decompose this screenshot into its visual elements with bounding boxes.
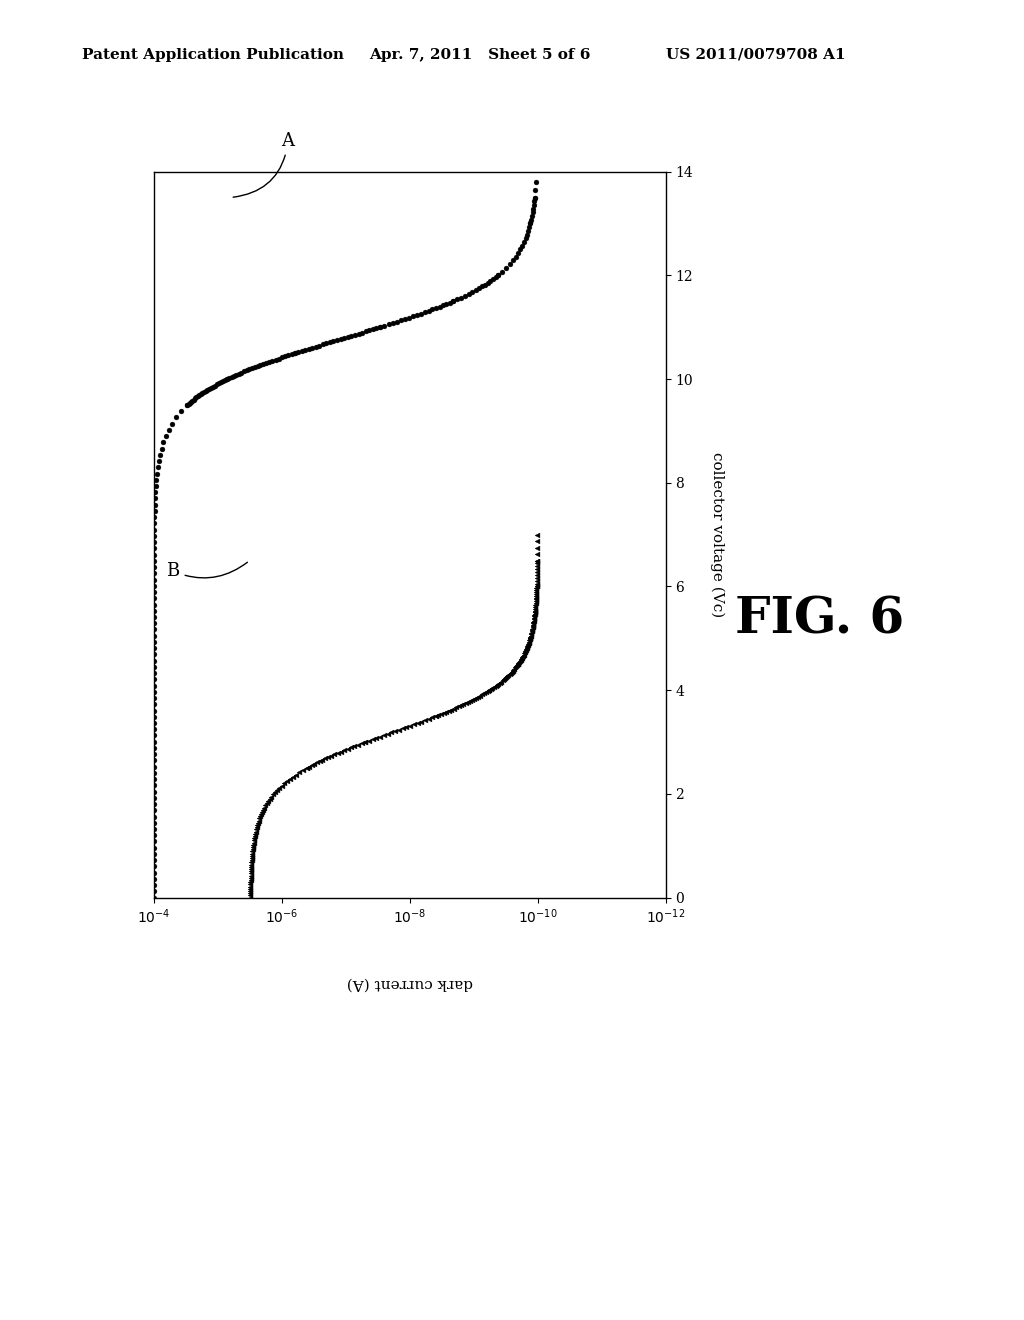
Text: US 2011/0079708 A1: US 2011/0079708 A1 xyxy=(666,48,845,62)
Text: A: A xyxy=(233,132,295,197)
Text: Apr. 7, 2011   Sheet 5 of 6: Apr. 7, 2011 Sheet 5 of 6 xyxy=(369,48,590,62)
Text: FIG. 6: FIG. 6 xyxy=(734,595,904,645)
Text: dark current (A): dark current (A) xyxy=(346,977,473,990)
Text: B: B xyxy=(166,562,248,579)
Y-axis label: collector voltage (Vc): collector voltage (Vc) xyxy=(710,451,724,618)
Text: Patent Application Publication: Patent Application Publication xyxy=(82,48,344,62)
